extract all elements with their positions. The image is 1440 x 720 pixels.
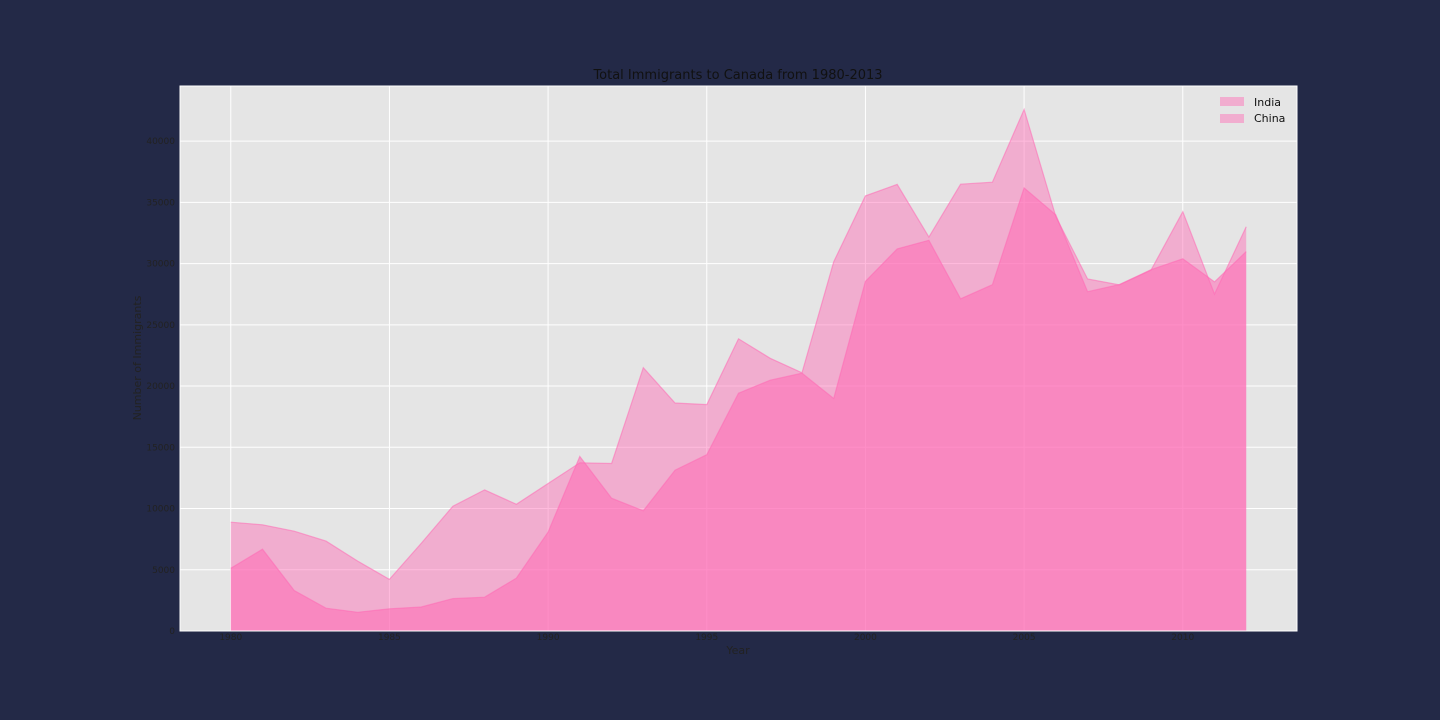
area-china: [230, 187, 1247, 631]
x-axis-ticks: 1980 1985 1990 1995 2000 2005 2010: [219, 633, 1194, 643]
y-axis-label: Number of Immigrants: [131, 295, 144, 420]
x-axis-label: Year: [725, 644, 750, 657]
legend-swatch-india: [1220, 97, 1244, 106]
y-tick-label: 5000: [152, 566, 175, 576]
y-tick-label: 25000: [146, 321, 175, 331]
chart-title: Total Immigrants to Canada from 1980-201…: [592, 68, 882, 83]
y-tick-label: 0: [169, 627, 175, 637]
y-tick-label: 15000: [146, 443, 175, 453]
y-axis-ticks: 0 5000 10000 15000 20000 25000 30000 35000 40000: [146, 137, 175, 637]
legend-swatch-china: [1220, 114, 1244, 123]
x-tick-label: 2010: [1171, 633, 1194, 643]
legend-label-india: India: [1254, 96, 1281, 109]
x-tick-label: 2005: [1013, 633, 1036, 643]
x-tick-label: 1980: [219, 633, 242, 643]
line-china: [230, 186, 1247, 613]
x-tick-label: 1995: [695, 633, 718, 643]
y-tick-label: 30000: [146, 260, 175, 270]
x-tick-label: 2000: [854, 633, 877, 643]
y-tick-label: 35000: [146, 198, 175, 208]
y-tick-label: 40000: [146, 137, 175, 147]
series-areas: [230, 107, 1247, 631]
legend: India China: [1220, 96, 1285, 125]
y-tick-label: 10000: [146, 505, 175, 515]
plot-frame: [179, 85, 1298, 632]
line-india: [230, 107, 1247, 581]
legend-label-china: China: [1254, 112, 1285, 125]
x-tick-label: 1985: [378, 633, 401, 643]
y-tick-label: 20000: [146, 382, 175, 392]
x-tick-label: 1990: [537, 633, 560, 643]
